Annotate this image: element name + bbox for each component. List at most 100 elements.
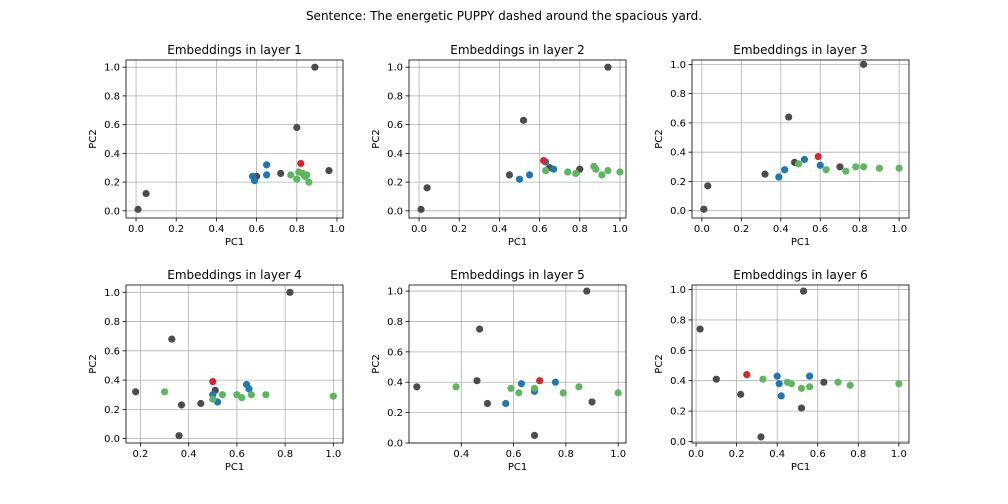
x-tick-label: 0.4 [773,224,789,235]
scatter-point [277,169,285,178]
scatter-point [530,431,539,440]
scatter-point [263,161,271,169]
x-tick-label: 0.6 [249,224,265,235]
scatter-point [245,385,253,393]
y-tick-label: 0.2 [387,408,403,419]
y-tick-label: 0.0 [104,434,120,445]
subplot-layer-4: 0.2 0.4 0.6 0.8 1.0 0.0 0.2 0.4 0.6 0.8 1.0 Embeddi… [88,268,344,473]
y-tick-label: 0.2 [387,178,403,189]
scatter-point [287,171,295,179]
y-tick-label: 0.6 [670,346,686,357]
scatter-point [297,159,305,168]
x-tick-label: 0.4 [769,449,785,460]
scatter-point [773,372,781,380]
scatter-point [775,173,783,181]
scatter-point [800,155,809,164]
scatter-point [262,391,270,399]
y-tick-label: 0.8 [104,317,120,328]
scatter-point [852,163,860,171]
axes-frame [408,284,627,444]
x-tick-label: 1.0 [891,224,907,235]
scatter-point [834,378,842,386]
scatter-point [517,380,526,388]
figure-suptitle: Sentence: The energetic PUPPY dashed aro… [306,9,702,23]
y-tick-label: 1.0 [670,285,686,296]
y-tick-label: 0.6 [387,120,403,131]
scatter-point [759,375,767,383]
y-tick-label: 0.2 [670,177,686,188]
y-tick-label: 0.8 [104,91,120,102]
scatter-point [247,391,255,399]
scatter-point [515,389,523,397]
subplot-title: Embeddings in layer 4 [167,268,301,282]
scatter-point [559,389,567,397]
scatter-point [604,63,612,71]
scatter-point [575,383,583,391]
scatter-point [483,399,492,408]
scatter-point [814,152,822,161]
scatter-point [475,325,484,333]
y-tick-label: 0.4 [670,148,686,159]
scatter-point [592,165,600,173]
y-tick-label: 0.4 [104,376,120,387]
scatter-point [177,401,186,409]
y-tick-label: 0.4 [387,378,403,389]
x-tick-label: 0.0 [128,224,144,235]
scatter-point [616,168,624,176]
scatter-point [785,113,793,121]
axes-frame [691,59,910,219]
scatter-point [799,287,808,295]
y-tick-label: 0.2 [670,407,686,418]
x-axis-label: PC1 [225,462,244,473]
scatter-point [168,335,176,343]
x-tick-label: 1.0 [612,224,628,235]
scatter-point [505,171,514,179]
scatter-point [787,380,795,388]
x-tick-label: 0.0 [694,224,710,235]
x-tick-label: 0.8 [572,224,588,235]
scatter-point [540,156,548,165]
scatter-point [238,394,246,402]
subplot-layer-3: 0.0 0.2 0.4 0.6 0.8 1.0 0.0 0.2 0.4 0.6 0.8 1.0 Embe… [654,43,910,248]
y-axis-label: PC2 [88,354,99,373]
y-tick-label: 0.0 [387,206,403,217]
scatter-point [895,164,903,172]
y-tick-label: 0.8 [387,317,403,328]
y-tick-label: 1.0 [104,63,120,74]
scatter-point [530,384,539,392]
axes-frame [125,59,344,219]
scatter-point [218,391,227,399]
subplot-title: Embeddings in layer 2 [450,43,584,57]
scatter-point [160,388,169,396]
subplot-title: Embeddings in layer 6 [733,268,867,282]
scatter-point [132,388,140,396]
x-axis-label: PC1 [508,462,527,473]
y-tick-label: 0.4 [670,376,686,387]
scatter-point [797,404,806,412]
y-axis-label: PC2 [654,129,665,148]
x-tick-label: 0.8 [277,449,293,460]
x-tick-label: 0.6 [532,224,548,235]
y-tick-label: 0.0 [104,206,120,217]
y-tick-label: 0.2 [104,405,120,416]
y-tick-label: 0.0 [670,437,686,448]
scatter-point [325,167,333,175]
x-tick-label: 0.0 [411,224,427,235]
scatter-point [286,288,294,296]
scatter-point [712,375,720,383]
y-tick-label: 0.6 [670,118,686,129]
scatter-point [846,381,854,389]
scatter-point [564,168,572,176]
axes-frame [125,284,344,444]
scatter-point [816,161,824,169]
scatter-point [142,189,150,198]
axes-frame [691,284,910,444]
scatter-point [696,325,704,333]
scatter-point [806,372,814,380]
scatter-point [777,392,785,400]
scatter-point [305,178,313,186]
y-tick-label: 0.6 [104,120,120,131]
scatter-point [473,377,481,385]
scatter-point [583,287,591,295]
